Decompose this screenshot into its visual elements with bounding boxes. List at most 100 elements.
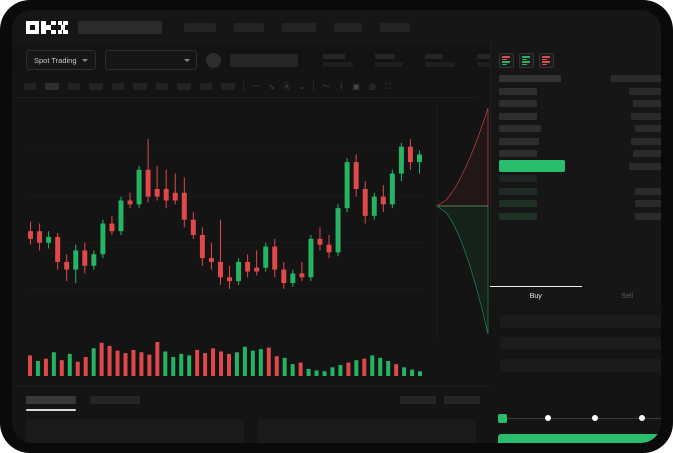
orderbook-size-cell xyxy=(635,200,661,207)
tab-sell-label: Sell xyxy=(621,293,634,300)
orders-tab-label xyxy=(26,396,76,404)
candlestick-chart[interactable] xyxy=(12,98,478,324)
timeframe-button-7[interactable] xyxy=(156,83,168,90)
trendline-icon[interactable]: ↘ xyxy=(268,81,275,91)
volume-histogram-svg xyxy=(27,342,423,376)
camera-icon[interactable]: ▣ xyxy=(352,81,360,91)
market-stat-value xyxy=(374,61,403,67)
orderbook-size-cell xyxy=(629,162,661,170)
orders-panel xyxy=(12,386,490,443)
header-search-field[interactable] xyxy=(78,20,162,34)
orderbook-bid-row[interactable] xyxy=(499,174,661,183)
timeframe-button-2[interactable] xyxy=(45,83,59,90)
volume-histogram xyxy=(12,324,478,386)
orderbook-ask-row[interactable] xyxy=(499,124,661,133)
trade-order-form xyxy=(490,306,661,406)
tab-sell[interactable]: Sell xyxy=(582,286,662,306)
stepper-node-3[interactable] xyxy=(592,415,598,421)
order-form-field-1[interactable] xyxy=(500,315,661,328)
orderbook-price-cell xyxy=(499,100,537,107)
ob-toggle-bar xyxy=(502,63,508,65)
timeframe-button-1[interactable] xyxy=(24,83,36,90)
stepper-square xyxy=(498,413,507,423)
timeframe-button-10[interactable] xyxy=(221,83,235,90)
chevron-down-icon xyxy=(183,58,190,62)
tab-buy[interactable]: Buy xyxy=(490,286,582,306)
onboarding-stepper[interactable] xyxy=(498,412,661,424)
orderbook-last-price-row[interactable] xyxy=(499,160,661,172)
timeframe-button-8[interactable] xyxy=(177,83,191,90)
market-stat-label xyxy=(476,53,497,59)
nav-item-2[interactable] xyxy=(234,22,264,32)
orders-tab-1[interactable] xyxy=(26,396,76,411)
settings-gear-icon[interactable]: ◎ xyxy=(368,81,376,91)
orderbook-price-cell xyxy=(499,187,537,195)
orderbook-bid-row[interactable] xyxy=(499,187,661,196)
spot-trading-label: Spot Trading xyxy=(34,55,77,65)
orders-action-button-2[interactable] xyxy=(444,396,480,404)
stepper-node-4[interactable] xyxy=(639,415,645,421)
orderbook-size-cell xyxy=(635,187,661,195)
spot-trading-dropdown[interactable]: Spot Trading xyxy=(26,50,96,70)
orders-tab-2[interactable] xyxy=(90,396,140,404)
nav-item-1[interactable] xyxy=(184,22,216,32)
primary-cta-button[interactable] xyxy=(498,434,661,443)
magnet-icon[interactable]: ⌇ xyxy=(339,81,344,91)
orderbook-ask-row[interactable] xyxy=(499,99,661,108)
coin-avatar xyxy=(205,52,221,68)
orderbook-bid-row[interactable] xyxy=(499,212,661,221)
orders-card-1 xyxy=(26,418,244,443)
chevron-down-icon[interactable]: ⌄ xyxy=(298,81,306,91)
orderbook-ask-row[interactable] xyxy=(499,137,661,146)
ob-view-both[interactable] xyxy=(499,53,514,68)
okx-logo-icon[interactable] xyxy=(26,20,68,34)
ob-toggle-bar xyxy=(502,56,510,58)
orderbook-ask-row[interactable] xyxy=(499,87,661,96)
orderbook-bid-row[interactable] xyxy=(499,199,661,208)
timeframe-button-9[interactable] xyxy=(200,83,212,90)
stepper-node-1[interactable] xyxy=(498,413,507,423)
orderbook-size-cell xyxy=(631,137,661,145)
market-stat-2 xyxy=(374,53,403,67)
trading-pair-select[interactable] xyxy=(104,50,197,70)
chart-toolbar: 〰 ↘ Ⓐ ⌄ 〜 ⌇ ▣ ◎ ⛶ xyxy=(12,76,478,98)
orderbook-ask-row[interactable] xyxy=(499,112,661,121)
ob-view-bids[interactable] xyxy=(519,53,534,68)
line-chart-icon[interactable]: 〜 xyxy=(322,81,331,91)
orderbook-rows xyxy=(491,74,661,221)
ob-view-asks[interactable] xyxy=(539,53,554,68)
chevron-down-icon xyxy=(81,58,88,62)
nav-item-4[interactable] xyxy=(334,22,362,32)
orders-card-2 xyxy=(258,418,476,443)
orders-action-button-1[interactable] xyxy=(400,396,436,404)
orderbook-size-cell xyxy=(629,87,661,95)
ob-toggle-bar xyxy=(502,61,510,63)
orders-panel-cards xyxy=(12,411,490,443)
timeframe-button-3[interactable] xyxy=(68,83,80,90)
orderbook-ask-row[interactable] xyxy=(499,149,661,158)
nav-item-5[interactable] xyxy=(380,22,410,32)
orderbook-price-cell xyxy=(499,87,537,95)
market-stat-label xyxy=(374,53,395,59)
ob-toggle-bar xyxy=(502,58,508,60)
order-form-field-2[interactable] xyxy=(500,337,661,350)
orderbook-price-cell xyxy=(499,175,537,182)
nav-item-3[interactable] xyxy=(282,22,316,32)
order-form-field-3[interactable] xyxy=(500,359,661,372)
text-tool-icon[interactable]: Ⓐ xyxy=(282,81,291,91)
orderbook-header-row[interactable] xyxy=(499,74,661,83)
orderbook-last-price-bar xyxy=(499,160,566,172)
timeframe-button-6[interactable] xyxy=(133,83,147,90)
fullscreen-icon[interactable]: ⛶ xyxy=(384,81,391,91)
tab-buy-label: Buy xyxy=(529,293,542,300)
timeframe-button-4[interactable] xyxy=(89,83,103,90)
stepper-node-2[interactable] xyxy=(545,415,551,421)
orderbook-price-cell xyxy=(499,112,537,120)
wave-indicator-icon[interactable]: 〰 xyxy=(252,81,260,91)
timeframe-button-5[interactable] xyxy=(112,83,124,90)
toolbar-icon-group-2: 〜 ⌇ ▣ ◎ ⛶ xyxy=(322,81,391,91)
orderbook-size-cell xyxy=(631,112,661,120)
orderbook-view-toggles xyxy=(491,44,661,74)
orderbook-size-cell xyxy=(633,150,661,157)
